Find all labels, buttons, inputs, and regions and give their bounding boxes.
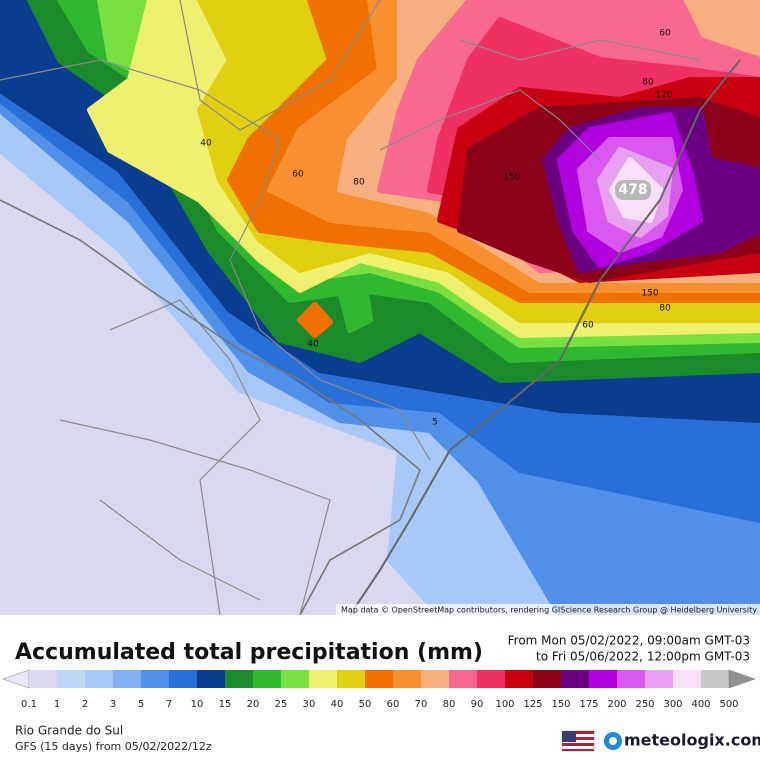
legend-swatch — [393, 670, 421, 688]
legend-swatch — [309, 670, 337, 688]
legend-label: 175 — [579, 699, 598, 710]
max-badge — [615, 180, 651, 200]
legend: 0.1 1 2 3 5 7 10 15 20 25 30 40 50 60 70 80 90 100 125 150 1… — [2, 669, 756, 710]
precip-band — [297, 302, 333, 338]
legend-swatch — [477, 670, 505, 688]
legend-swatch — [57, 670, 85, 688]
contour-label: 60 — [659, 29, 671, 39]
border — [459, 39, 701, 61]
legend-label: 30 — [303, 699, 316, 710]
border — [179, 0, 381, 131]
legend-swatch — [225, 670, 253, 688]
legend-label: 3 — [110, 699, 116, 710]
contour-label: 80 — [642, 78, 654, 88]
legend-swatch — [533, 670, 561, 688]
legend-label: 7 — [166, 699, 172, 710]
contour-label: 80 — [659, 304, 671, 314]
date-from: From Mon 05/02/2022, 09:00am GMT-03 — [508, 634, 750, 648]
attribution-bg — [336, 604, 760, 615]
legend-label: 25 — [275, 699, 288, 710]
contour-label: 40 — [200, 139, 212, 149]
contour-label: 40 — [307, 340, 319, 350]
legend-label: 90 — [471, 699, 484, 710]
border — [379, 89, 601, 161]
legend-label: 100 — [495, 699, 514, 710]
legend-label: 0.1 — [21, 699, 37, 710]
legend-label: 250 — [635, 699, 654, 710]
attribution: Map data © OpenStreetMap contributors, r… — [341, 606, 757, 615]
legend-swatch — [645, 670, 673, 688]
legend-label: 300 — [663, 699, 682, 710]
legend-label: 5 — [138, 699, 144, 710]
contour-label: 478 — [618, 182, 647, 198]
legend-swatch — [85, 670, 113, 688]
legend-swatch — [253, 670, 281, 688]
legend-label: 15 — [219, 699, 232, 710]
contour-label: 80 — [353, 178, 365, 188]
legend-swatch — [113, 670, 141, 688]
border-main — [0, 199, 421, 615]
region: Rio Grande do Sul — [15, 724, 123, 738]
border — [109, 299, 261, 615]
border — [59, 419, 331, 615]
legend-label: 500 — [719, 699, 738, 710]
legend-swatch — [701, 670, 729, 688]
precip-band — [337, 282, 373, 333]
legend-swatch — [505, 670, 533, 688]
brand[interactable]: meteologix.com — [624, 731, 760, 750]
border — [0, 59, 431, 461]
logo-icon-inner — [609, 737, 617, 745]
legend-label: 400 — [691, 699, 710, 710]
legend-swatch — [449, 670, 477, 688]
contour-label: 5 — [432, 418, 438, 428]
legend-swatch — [141, 670, 169, 688]
legend-swatch — [421, 670, 449, 688]
legend-swatch — [589, 670, 617, 688]
legend-label: 40 — [331, 699, 344, 710]
legend-swatch — [673, 670, 701, 688]
legend-swatch — [169, 670, 197, 688]
legend-label: 200 — [607, 699, 626, 710]
legend-swatch — [617, 670, 645, 688]
legend-label: 10 — [191, 699, 204, 710]
legend-swatch — [29, 670, 57, 688]
legend-label: 20 — [247, 699, 260, 710]
legend-label: 125 — [523, 699, 542, 710]
legend-swatch — [197, 670, 225, 688]
contour-label: 120 — [655, 91, 672, 101]
legend-over — [728, 669, 756, 689]
model: GFS (15 days) from 05/02/2022/12z — [15, 740, 212, 753]
title: Accumulated total precipitation (mm) — [15, 640, 483, 665]
legend-label: 150 — [551, 699, 570, 710]
legend-swatch — [561, 670, 589, 688]
legend-label: 60 — [387, 699, 400, 710]
legend-swatch — [365, 670, 393, 688]
contour-label: 60 — [582, 321, 594, 331]
legend-label: 1 — [54, 699, 60, 710]
contour-label: 60 — [292, 170, 304, 180]
legend-swatch — [281, 670, 309, 688]
coastline — [349, 59, 741, 615]
contour-label: 150 — [641, 289, 658, 299]
legend-label: 50 — [359, 699, 372, 710]
flag — [561, 730, 595, 752]
legend-label: 2 — [82, 699, 88, 710]
legend-label: 70 — [415, 699, 428, 710]
date-to: to Fri 05/06/2022, 12:00pm GMT-03 — [536, 650, 750, 664]
border — [99, 499, 261, 601]
contour-label: 150 — [503, 173, 520, 183]
legend-swatch — [337, 670, 365, 688]
legend-label: 80 — [443, 699, 456, 710]
